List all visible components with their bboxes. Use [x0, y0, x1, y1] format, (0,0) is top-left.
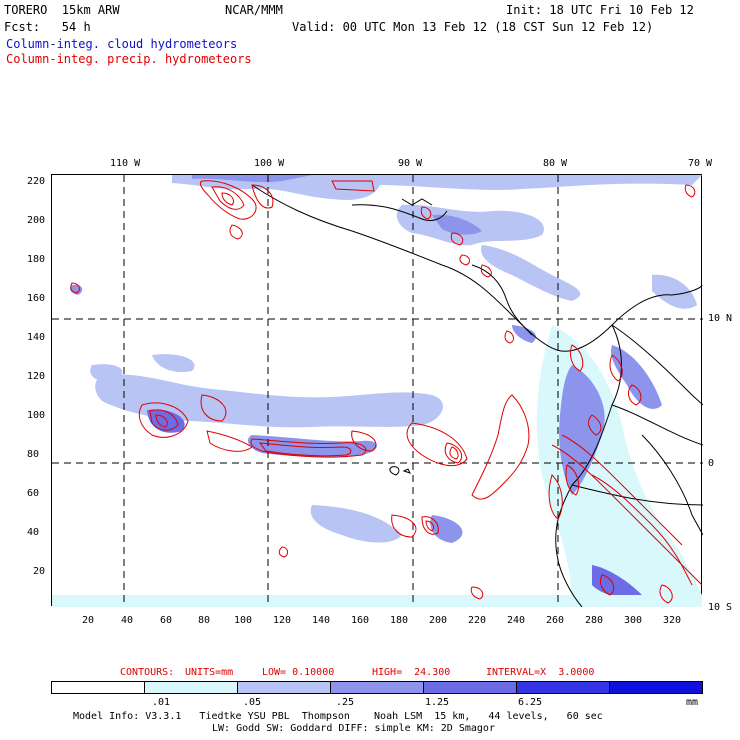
color-bar-label: .01 [152, 697, 171, 708]
y-tick: 160 [27, 293, 46, 304]
color-bar-label: 1.25 [425, 697, 450, 708]
valid-time: Valid: 00 UTC Mon 13 Feb 12 (18 CST Sun … [292, 20, 654, 34]
contours-units: UNITS=mm [185, 667, 234, 678]
x-tick: 240 [507, 615, 526, 626]
model-info: Model Info: V3.3.1 Tiedtke YSU PBL Thomp… [73, 711, 603, 722]
y-tick: 40 [27, 527, 40, 538]
contours-high: HIGH= 24.300 [372, 667, 451, 678]
y-tick: 140 [27, 332, 46, 343]
coastlines [251, 184, 703, 607]
y-tick: 60 [27, 488, 40, 499]
lon-label-90w: 90 W [398, 158, 423, 169]
color-bar-segment [424, 682, 517, 693]
x-tick: 40 [121, 615, 134, 626]
y-tick: 120 [27, 371, 46, 382]
color-bar-segment [238, 682, 331, 693]
x-tick: 320 [663, 615, 682, 626]
precip-contours [70, 180, 703, 604]
x-tick: 180 [390, 615, 409, 626]
lat-lon-grid [52, 175, 703, 607]
x-tick: 140 [312, 615, 331, 626]
x-tick: 60 [160, 615, 173, 626]
y-tick: 180 [27, 254, 46, 265]
color-bar-segment [610, 682, 702, 693]
x-tick: 80 [198, 615, 211, 626]
color-bar-segment [145, 682, 238, 693]
color-bar-segment [52, 682, 145, 693]
organization-label: NCAR/MMM [225, 3, 283, 17]
forecast-hour: Fcst: 54 h [4, 20, 91, 34]
x-tick: 300 [624, 615, 643, 626]
color-bar-label: .05 [243, 697, 262, 708]
y-tick: 20 [33, 566, 46, 577]
x-tick: 280 [585, 615, 604, 626]
lat-label-10s: 10 S [708, 602, 733, 613]
y-tick: 220 [27, 176, 46, 187]
x-tick: 220 [468, 615, 487, 626]
map-panel [51, 174, 703, 607]
color-bar-segment [517, 682, 610, 693]
lon-label-70w: 70 W [688, 158, 713, 169]
color-bar-label: .25 [336, 697, 355, 708]
x-tick: 20 [82, 615, 95, 626]
color-bar [51, 681, 703, 694]
lat-label-0: 0 [708, 458, 715, 469]
color-bar-segment [331, 682, 424, 693]
lon-label-110w: 110 W [110, 158, 141, 169]
lon-label-80w: 80 W [543, 158, 568, 169]
y-tick: 100 [27, 410, 46, 421]
x-tick: 100 [234, 615, 253, 626]
x-tick: 120 [273, 615, 292, 626]
color-bar-unit: mm [686, 697, 699, 708]
lon-label-100w: 100 W [254, 158, 285, 169]
color-bar-label: 6.25 [518, 697, 543, 708]
model-title: TORERO 15km ARW [4, 3, 120, 17]
contours-low: LOW= 0.10000 [262, 667, 335, 678]
init-time: Init: 18 UTC Fri 10 Feb 12 [506, 3, 694, 17]
y-tick: 80 [27, 449, 40, 460]
x-tick: 200 [429, 615, 448, 626]
contours-interval: INTERVAL=X 3.0000 [486, 667, 595, 678]
x-tick: 160 [351, 615, 370, 626]
field-cloud-label: Column-integ. cloud hydrometeors [6, 37, 238, 51]
lat-label-10n: 10 N [708, 313, 733, 324]
map-canvas [52, 175, 703, 607]
field-precip-label: Column-integ. precip. hydrometeors [6, 52, 252, 66]
model-physics: LW: Godd SW: Goddard DIFF: simple KM: 2D… [212, 723, 495, 734]
x-tick: 260 [546, 615, 565, 626]
y-tick: 200 [27, 215, 46, 226]
contours-title: CONTOURS: [120, 667, 175, 678]
